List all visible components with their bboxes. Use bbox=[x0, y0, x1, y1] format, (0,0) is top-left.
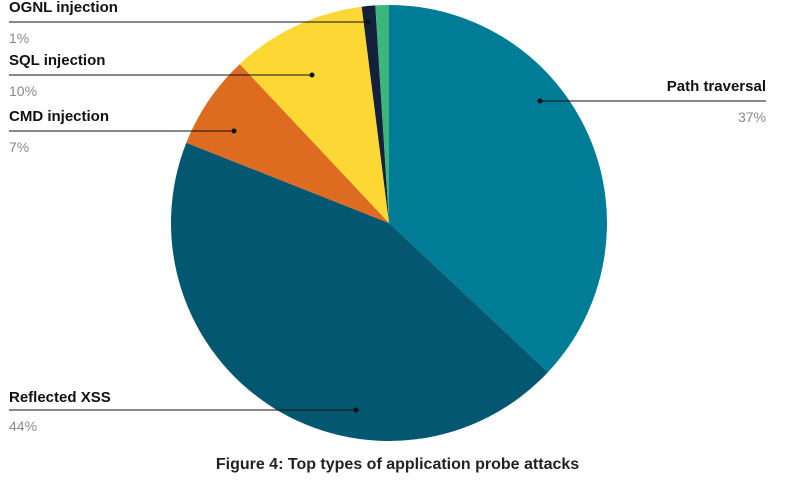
leader-dot-reflected-xss bbox=[353, 407, 359, 413]
leader-dot-ognl-injection bbox=[365, 19, 371, 25]
slice-percent-sql-injection: 10% bbox=[9, 83, 37, 99]
slice-label-ognl-injection: OGNL injection bbox=[9, 0, 118, 16]
figure-caption: Figure 4: Top types of application probe… bbox=[215, 456, 580, 473]
slice-percent-reflected-xss: 44% bbox=[9, 418, 37, 434]
leader-dot-cmd-injection bbox=[231, 128, 237, 134]
pie-slice-sql-injection bbox=[239, 6, 389, 224]
slice-label-cmd-injection: CMD injection bbox=[9, 108, 109, 125]
leader-dot-path-traversal bbox=[537, 98, 543, 104]
slice-percent-path-traversal: 37% bbox=[738, 109, 766, 125]
leader-dot-sql-injection bbox=[309, 72, 315, 78]
pie-slice-cmd-injection bbox=[186, 64, 389, 223]
pie-slice-ognl-injection bbox=[361, 5, 389, 223]
slice-label-reflected-xss: Reflected XSS bbox=[9, 389, 111, 406]
pie-slice-reflected-xss bbox=[170, 142, 548, 441]
slice-label-sql-injection: SQL injection bbox=[9, 52, 105, 69]
pie-slice-other-5 bbox=[375, 5, 389, 223]
pie-slice-path-traversal bbox=[389, 5, 607, 373]
slice-percent-ognl-injection: 1% bbox=[9, 30, 29, 46]
slice-label-path-traversal: Path traversal bbox=[667, 78, 766, 95]
slice-percent-cmd-injection: 7% bbox=[9, 139, 29, 155]
